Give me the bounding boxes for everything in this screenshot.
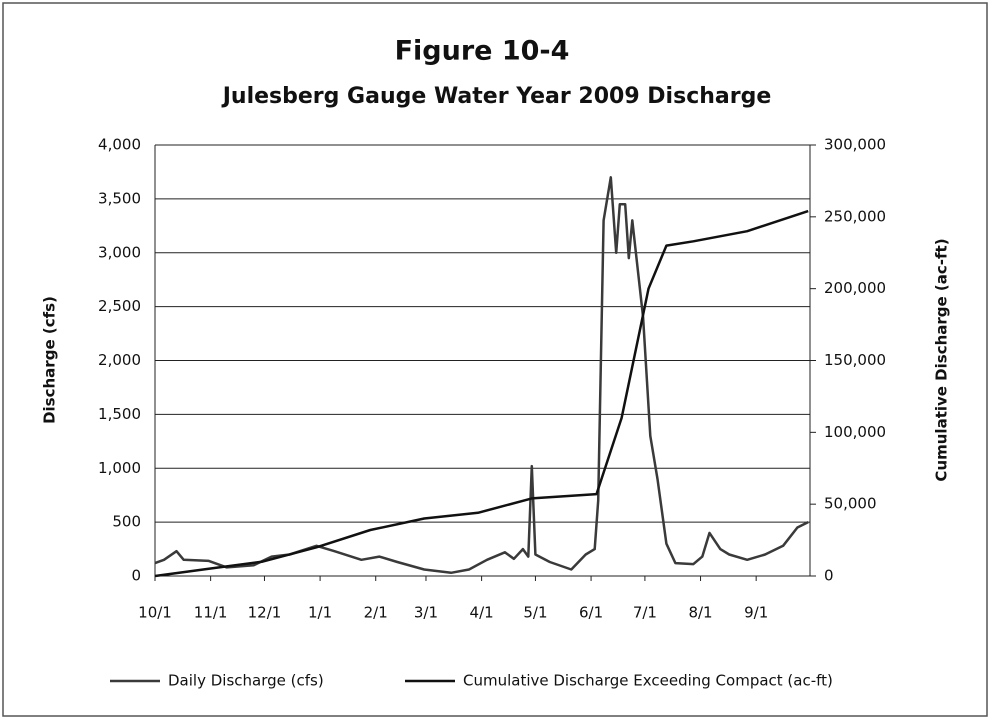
y-tick-label: 1,000 [98, 459, 141, 477]
y-axis-label: Discharge (cfs) [41, 296, 59, 424]
x-tick-label: 5/1 [523, 604, 547, 622]
y2-tick-label: 300,000 [824, 136, 886, 154]
x-tick-label: 11/1 [194, 604, 228, 622]
x-tick-label: 4/1 [470, 604, 494, 622]
y2-tick-label: 200,000 [824, 279, 886, 297]
y2-tick-label: 250,000 [824, 207, 886, 225]
legend-label: Daily Discharge (cfs) [168, 672, 324, 690]
y2-tick-label: 150,000 [824, 351, 886, 369]
x-tick-label: 10/1 [138, 604, 172, 622]
y-tick-label: 3,000 [98, 243, 141, 261]
y-tick-label: 0 [131, 567, 141, 585]
y2-axis-label: Cumulative Discharge (ac-ft) [933, 238, 951, 481]
y2-tick-label: 0 [824, 567, 834, 585]
chart-title: Figure 10-4 [395, 36, 570, 67]
x-tick-label: 12/1 [248, 604, 282, 622]
y2-tick-label: 50,000 [824, 495, 877, 513]
x-tick-label: 9/1 [744, 604, 768, 622]
x-tick-label: 2/1 [364, 604, 388, 622]
x-tick-label: 7/1 [633, 604, 657, 622]
x-tick-label: 6/1 [579, 604, 603, 622]
y2-tick-label: 100,000 [824, 423, 886, 441]
y-tick-label: 3,500 [98, 189, 141, 207]
x-tick-label: 3/1 [414, 604, 438, 622]
y-tick-label: 4,000 [98, 136, 141, 154]
series-line [154, 176, 809, 575]
y-tick-label: 1,500 [98, 405, 141, 423]
y-tick-label: 2,500 [98, 297, 141, 315]
y-tick-label: 2,000 [98, 351, 141, 369]
x-tick-label: 8/1 [688, 604, 712, 622]
y-tick-label: 500 [112, 513, 141, 531]
x-tick-label: 1/1 [308, 604, 332, 622]
chart-subtitle: Julesberg Gauge Water Year 2009 Discharg… [221, 84, 772, 109]
legend-label: Cumulative Discharge Exceeding Compact (… [463, 672, 833, 690]
series-line [154, 209, 809, 578]
